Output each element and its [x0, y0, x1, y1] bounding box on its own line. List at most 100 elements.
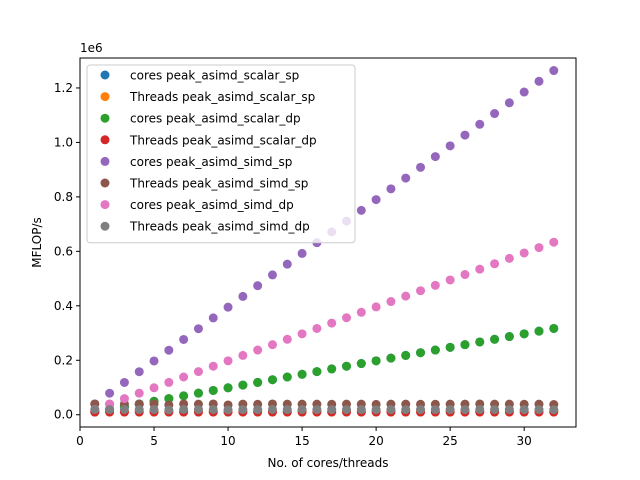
data-point-s6-4: [149, 383, 159, 393]
data-point-s6-26: [475, 264, 485, 274]
data-point-s2-21: [401, 350, 411, 360]
data-point-s6-16: [327, 318, 337, 328]
x-tick-label: 30: [517, 434, 532, 448]
legend-entry-label: Threads peak_asimd_scalar_sp: [129, 90, 315, 104]
data-point-s4-10: [238, 291, 248, 301]
data-point-s6-11: [253, 345, 263, 355]
data-point-s7-23: [430, 405, 440, 415]
data-point-s6-5: [164, 377, 174, 387]
data-point-s4-29: [519, 87, 529, 97]
data-point-s2-25: [460, 340, 470, 350]
y-tick-label: 1.0: [54, 135, 73, 149]
legend-entry-label: cores peak_asimd_scalar_sp: [130, 69, 299, 83]
data-point-s6-2: [119, 394, 129, 404]
x-tick-label: 15: [294, 434, 309, 448]
data-point-s6-23: [430, 280, 440, 290]
data-point-s6-22: [416, 286, 426, 296]
data-point-s4-24: [445, 141, 455, 151]
legend: cores peak_asimd_scalar_sp Threads peak_a…: [86, 64, 356, 244]
data-point-s6-7: [193, 367, 203, 377]
data-point-s7-30: [534, 405, 544, 415]
data-point-s6-13: [282, 334, 292, 344]
data-point-s7-18: [356, 405, 366, 415]
data-point-s4-2: [119, 377, 129, 387]
data-point-s4-25: [460, 130, 470, 140]
data-point-s7-13: [282, 405, 292, 415]
data-point-s6-17: [342, 313, 352, 323]
data-point-s2-14: [297, 369, 307, 379]
y-tick-label: 0.2: [54, 353, 73, 367]
y-tick-label: 0.0: [54, 408, 73, 422]
data-point-s4-28: [504, 98, 514, 108]
data-point-s4-11: [253, 281, 263, 291]
data-point-s7-17: [342, 405, 352, 415]
data-point-s2-8: [208, 385, 218, 395]
data-point-s7-21: [401, 405, 411, 415]
data-point-s4-23: [430, 152, 440, 162]
x-axis-label: No. of cores/threads: [268, 456, 389, 470]
data-point-s6-9: [223, 356, 233, 366]
data-point-s7-28: [504, 405, 514, 415]
y-tick-label: 1.2: [54, 81, 73, 95]
plot-area-frame: [79, 57, 577, 428]
data-point-s4-1: [105, 388, 115, 398]
data-point-s2-22: [416, 348, 426, 358]
legend-marker: [100, 70, 110, 80]
data-point-s4-13: [282, 259, 292, 269]
data-point-s4-4: [149, 356, 159, 366]
data-point-s7-15: [312, 405, 322, 415]
data-point-s2-13: [282, 372, 292, 382]
y-tick-label: 0.4: [54, 299, 73, 313]
data-point-s2-15: [312, 367, 322, 377]
legend-entry-label: cores peak_asimd_scalar_dp: [130, 112, 301, 126]
legend-marker: [100, 156, 110, 166]
data-point-s4-31: [549, 66, 559, 76]
data-point-s7-26: [475, 404, 485, 414]
data-point-s7-19: [371, 405, 381, 415]
data-point-s7-24: [445, 405, 455, 415]
data-point-s7-27: [490, 405, 500, 415]
data-point-s7-9: [223, 405, 233, 415]
data-point-s2-30: [534, 326, 544, 336]
data-point-s6-30: [534, 243, 544, 253]
legend-entry-label: Threads peak_asimd_simd_dp: [129, 220, 310, 234]
data-point-s7-6: [179, 404, 189, 414]
data-point-s6-6: [179, 372, 189, 382]
data-point-s6-3: [134, 388, 144, 398]
y-axis-label: MFLOP/s: [30, 217, 44, 268]
data-point-s2-23: [430, 345, 440, 355]
data-point-s2-18: [356, 359, 366, 369]
data-point-s6-29: [519, 248, 529, 258]
data-point-s2-16: [327, 364, 337, 374]
data-point-s2-20: [386, 353, 396, 363]
data-point-s6-31: [549, 237, 559, 247]
data-point-s7-8: [208, 404, 218, 414]
data-point-s7-1: [105, 405, 115, 415]
data-point-s2-9: [223, 383, 233, 393]
data-point-s7-14: [297, 405, 307, 415]
data-point-s6-8: [208, 361, 218, 371]
legend-marker: [100, 200, 110, 210]
y-axis-ticks: 0.0 0.2 0.4 0.6 0.8 1.0 1.2: [54, 81, 80, 422]
data-point-s7-10: [238, 405, 248, 415]
data-point-s7-22: [416, 405, 426, 415]
x-tick-label: 25: [443, 434, 458, 448]
legend-entry-label: Threads peak_asimd_simd_sp: [129, 177, 308, 191]
data-point-s4-7: [193, 324, 203, 334]
data-point-s2-24: [445, 342, 455, 352]
legend-marker: [100, 92, 110, 102]
data-point-s4-12: [267, 270, 277, 280]
data-point-s4-20: [386, 184, 396, 194]
data-point-s4-30: [534, 76, 544, 86]
data-point-s6-27: [490, 259, 500, 269]
data-point-s4-9: [223, 302, 233, 312]
x-axis-ticks: 0 5 10 15 20 25 30: [76, 427, 532, 448]
data-point-s2-19: [371, 356, 381, 366]
x-tick-label: 20: [368, 434, 383, 448]
x-tick-label: 10: [220, 434, 235, 448]
data-point-s2-31: [549, 323, 559, 333]
data-point-s7-5: [164, 405, 174, 415]
data-point-s7-20: [386, 405, 396, 415]
data-point-s6-10: [238, 350, 248, 360]
